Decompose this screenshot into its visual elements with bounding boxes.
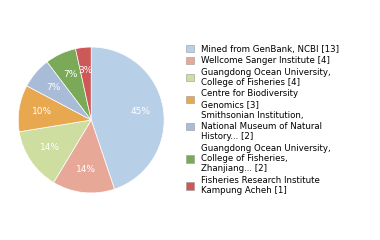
Wedge shape [18,86,91,132]
Legend: Mined from GenBank, NCBI [13], Wellcome Sanger Institute [4], Guangdong Ocean Un: Mined from GenBank, NCBI [13], Wellcome … [186,45,339,195]
Wedge shape [27,62,91,120]
Text: 3%: 3% [79,66,93,75]
Wedge shape [76,47,91,120]
Wedge shape [54,120,114,193]
Wedge shape [91,47,164,189]
Text: 10%: 10% [32,108,52,116]
Text: 14%: 14% [40,143,60,152]
Text: 14%: 14% [76,165,96,174]
Wedge shape [47,49,91,120]
Text: 45%: 45% [130,108,150,116]
Wedge shape [19,120,91,182]
Text: 7%: 7% [46,83,60,92]
Text: 7%: 7% [63,71,78,79]
